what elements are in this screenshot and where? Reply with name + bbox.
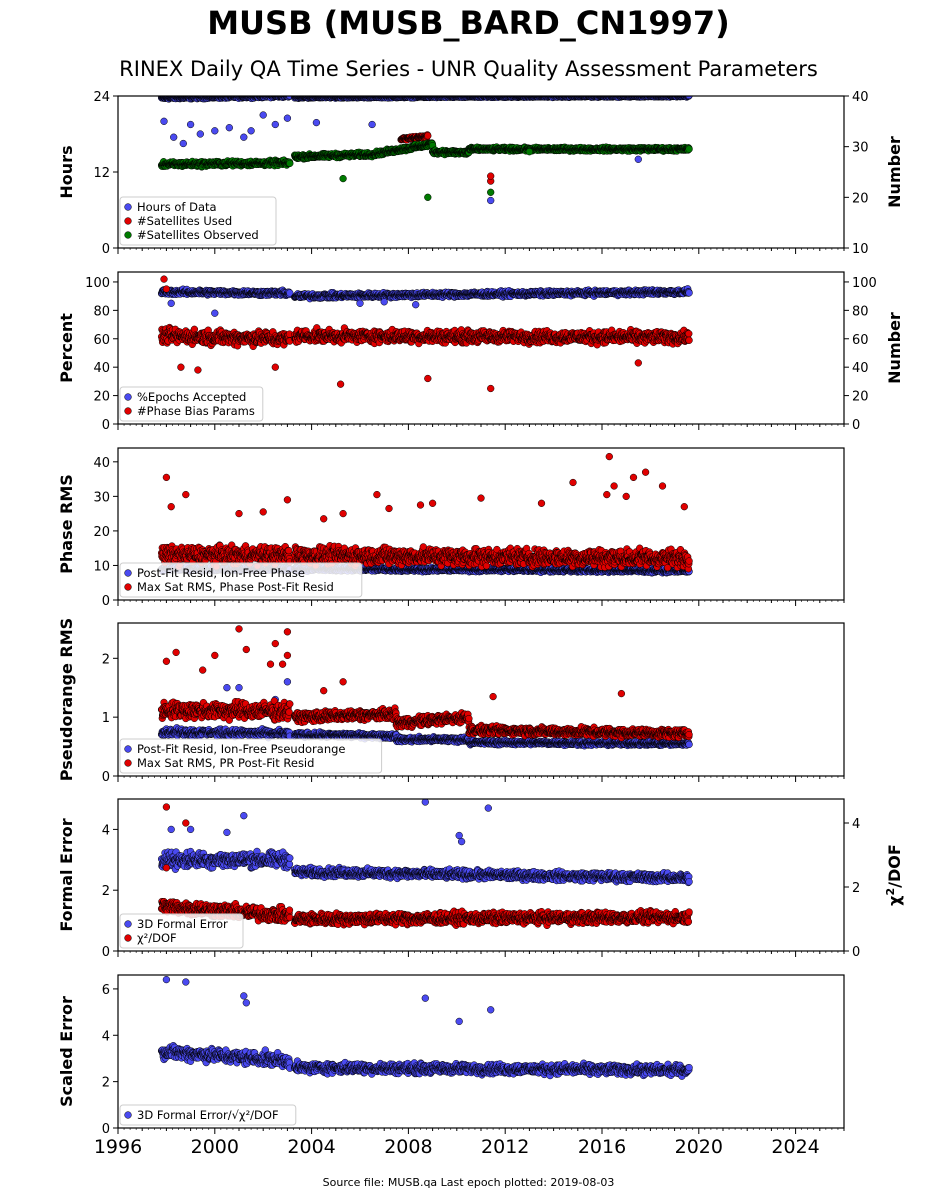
y-right-tick-label: 10 [852,242,869,257]
outlier-point [211,309,219,317]
data-points [157,96,693,205]
outlier-point [312,118,321,127]
data-points [157,275,693,393]
outlier-point [339,174,347,183]
data-point [685,145,693,153]
outlier-point [240,133,248,141]
outlier-point [283,114,292,122]
y-tick-label: 24 [93,90,110,105]
chart-subtitle: RINEX Daily QA Time Series - UNR Quality… [119,57,818,81]
outlier-point [170,133,178,141]
legend-marker [124,231,132,239]
outlier-point [247,127,255,135]
outlier-point [259,111,267,119]
outlier-point [186,120,195,129]
outlier-point [525,148,534,156]
outlier-point [487,172,495,180]
legend-label: #Satellites Observed [137,228,259,242]
outlier-point [487,188,495,196]
outlier-point [368,120,376,129]
data-point [685,289,693,297]
outlier-point [380,298,388,306]
data-point [424,132,432,140]
legend-label: #Satellites Used [137,214,232,228]
outlier-point [160,117,168,125]
outlier-point [356,299,364,307]
y-axis-label: Hours [57,145,76,198]
outlier-point [167,299,175,307]
outlier-point [179,139,187,148]
y-right-axis-label: Number [885,136,904,208]
outlier-point [211,127,219,135]
y-tick-label: 12 [93,166,110,181]
y-right-tick-label: 40 [852,90,869,105]
outlier-point [196,130,204,138]
legend: Hours of Data#Satellites Used#Satellites… [119,196,277,246]
data-point [286,159,294,168]
y-right-tick-label: 30 [852,141,869,156]
outlier-point [412,301,420,309]
legend-label: Hours of Data [137,200,217,214]
panel-2: 020406080100Percent020406080100Number%Ep… [57,271,904,433]
y-right-tick-label: 20 [852,191,869,206]
outlier-point [424,193,432,201]
outlier-point [487,196,495,205]
y-tick-label: 0 [102,242,110,257]
outlier-point [225,124,233,132]
legend-marker [124,217,132,225]
chart-title: MUSB (MUSB_BARD_CN1997) [207,4,730,42]
data-point [685,96,693,100]
legend-marker [124,203,132,211]
outlier-point [634,155,642,163]
outlier-point [271,120,279,129]
